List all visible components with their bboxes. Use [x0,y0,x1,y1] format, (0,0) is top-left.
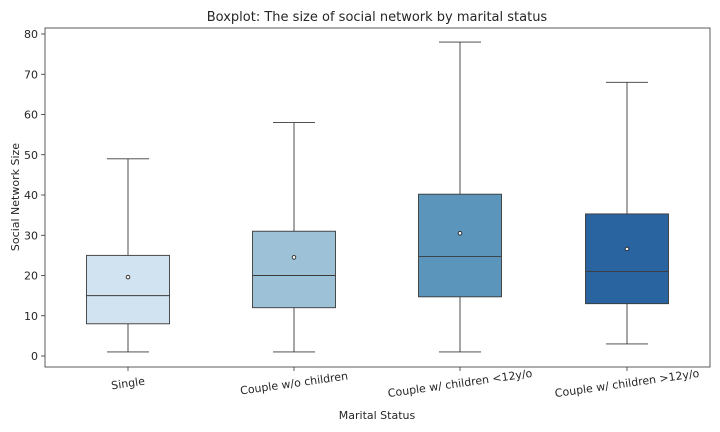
box-4 [585,81,669,345]
iqr-box [252,230,336,309]
x-axis-label: Marital Status [339,409,416,422]
y-axis: 0 10 20 30 40 50 60 70 80 [24,28,45,363]
box-2 [252,122,336,353]
y-axis-label: Social Network Size [9,143,22,251]
y-tick-label: 30 [24,229,38,242]
y-tick-label: 20 [24,270,38,283]
mean-marker [291,255,297,260]
iqr-box [585,213,669,305]
mean-marker [457,230,463,236]
y-tick-label: 0 [31,350,38,363]
plot-area-frame [44,27,711,368]
mean-marker [125,274,131,280]
iqr-box [86,254,170,325]
chart-title: Boxplot: The size of social network by m… [207,10,548,25]
box-1 [86,158,170,353]
x-tick-label: Couple w/ children <12y/o [387,367,533,400]
x-tick-label: Single [110,375,146,393]
y-tick-label: 50 [24,149,38,162]
y-tick-label: 40 [24,189,38,202]
iqr-box [418,193,502,298]
mean-marker [624,246,630,252]
box-3 [418,41,502,353]
x-tick-label: Couple w/ children >12y/o [554,367,700,400]
x-tick-label: Couple w/o children [239,369,349,397]
y-tick-label: 10 [24,310,38,323]
y-tick-label: 60 [24,109,38,122]
x-axis: Single Couple w/o children Couple w/ child… [110,367,700,400]
y-tick-label: 80 [24,28,38,41]
y-tick-label: 70 [24,68,38,81]
boxes-layer [86,41,669,353]
